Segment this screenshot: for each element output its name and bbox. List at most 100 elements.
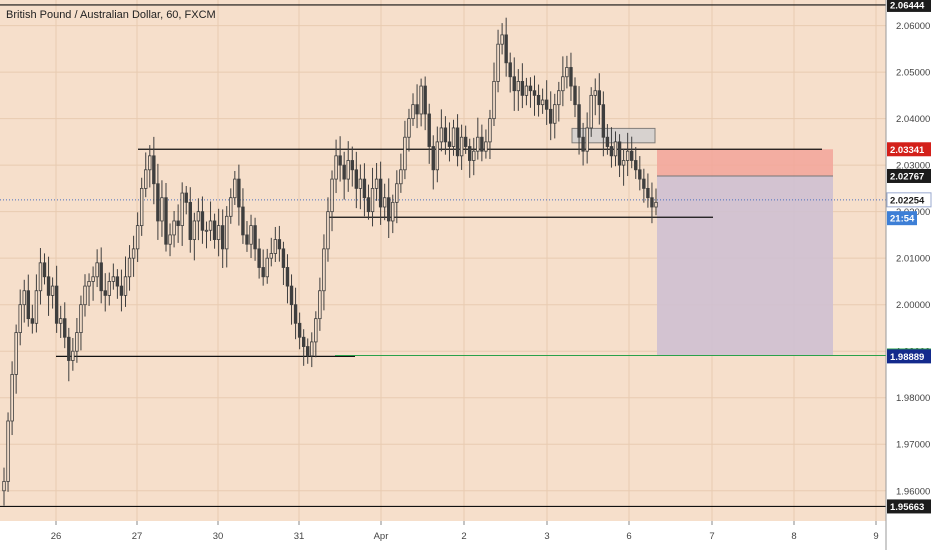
candle-body — [330, 178, 334, 213]
candle-body — [241, 206, 245, 236]
candle-body — [504, 34, 508, 64]
candle-body — [601, 104, 606, 138]
candle-body — [374, 178, 379, 189]
candle-body — [459, 136, 464, 157]
candle-body — [427, 113, 431, 147]
candle-body — [565, 67, 569, 78]
candle-body — [512, 76, 516, 92]
candles — [2, 17, 658, 506]
candle-body — [63, 318, 67, 338]
candle-body — [468, 146, 472, 161]
candle-body — [30, 318, 35, 324]
candle-body — [415, 104, 419, 115]
candle-body — [480, 136, 484, 152]
candle-body — [237, 178, 241, 208]
candle-body — [500, 34, 504, 45]
x-tick-label: 7 — [709, 531, 714, 542]
candle-body — [326, 211, 330, 250]
candle-body — [544, 99, 549, 110]
candle-body — [593, 90, 597, 96]
candle-body — [229, 197, 233, 217]
price-badge — [887, 168, 931, 183]
candle-body — [524, 85, 529, 96]
candle-body — [532, 90, 537, 96]
candle-body — [50, 285, 55, 296]
candle-body — [46, 276, 51, 296]
candle-body — [378, 178, 383, 208]
candle-body — [496, 43, 500, 82]
y-tick-label: 2.03000 — [896, 161, 930, 172]
y-tick-label: 1.98000 — [896, 393, 930, 404]
candle-body — [354, 169, 359, 189]
candle-body — [152, 155, 156, 185]
candle-body — [103, 290, 107, 296]
candle-body — [536, 94, 541, 106]
candle-body — [168, 234, 172, 245]
candle-body — [156, 183, 160, 222]
candle-body — [447, 141, 452, 147]
candle-body — [350, 160, 354, 171]
candle-body — [139, 187, 144, 227]
candle-body — [119, 285, 124, 296]
candle-body — [310, 341, 314, 357]
stop-loss-zone — [657, 149, 833, 176]
candle-body — [95, 262, 99, 278]
candle-body — [144, 169, 148, 189]
candle-body — [220, 225, 225, 250]
candle-body — [358, 178, 363, 189]
candle-body — [18, 304, 22, 334]
candle-body — [492, 81, 496, 120]
candle-body — [403, 136, 407, 171]
candle-body — [581, 136, 585, 152]
candle-body — [650, 197, 654, 208]
y-tick-label: 1.97000 — [896, 440, 930, 451]
candle-body — [557, 90, 561, 106]
candle-body — [463, 136, 468, 147]
chart-title: British Pound / Australian Dollar, 60, F… — [6, 9, 216, 21]
price-badge-label: 1.95663 — [890, 502, 924, 513]
x-tick-label: Apr — [374, 531, 389, 542]
candle-body — [585, 127, 589, 152]
candle-body — [164, 197, 168, 245]
candle-body — [342, 164, 346, 180]
candle-body — [42, 262, 47, 278]
candle-body — [176, 220, 180, 227]
candle-body — [476, 136, 480, 152]
candle-body — [233, 178, 237, 199]
candle-body — [395, 183, 399, 203]
price-badge — [886, 192, 932, 208]
candle-body — [75, 332, 79, 352]
candle-body — [273, 239, 278, 254]
candle-body — [148, 155, 152, 171]
candle-body — [301, 336, 306, 347]
candle-body — [38, 262, 43, 292]
take-profit-zone — [657, 175, 833, 356]
candle-body — [605, 136, 610, 147]
x-tick-label: 31 — [294, 531, 305, 542]
x-tick-label: 30 — [213, 531, 224, 542]
candle-body — [67, 336, 71, 361]
x-tick-label: 27 — [132, 531, 143, 542]
candle-body — [613, 141, 618, 157]
x-tick-label: 26 — [51, 531, 62, 542]
candle-body — [10, 374, 14, 422]
candle-body — [6, 420, 10, 482]
y-tick-label: 2.06000 — [896, 21, 930, 32]
candle-body — [91, 276, 95, 282]
price-axis-panel — [886, 0, 932, 550]
candle-body — [2, 481, 6, 492]
candle-body — [630, 150, 634, 161]
candle-body — [488, 118, 492, 143]
candle-body — [107, 281, 111, 296]
candle-body — [589, 94, 593, 129]
candle-body — [528, 85, 533, 92]
candle-body — [71, 350, 75, 361]
candle-body — [111, 276, 116, 282]
candle-body — [297, 322, 302, 338]
x-tick-label: 6 — [626, 531, 631, 542]
candle-body — [131, 248, 136, 259]
candle-body — [642, 178, 646, 189]
candle-body — [253, 225, 257, 250]
price-badge-label: 1.98889 — [890, 352, 924, 363]
